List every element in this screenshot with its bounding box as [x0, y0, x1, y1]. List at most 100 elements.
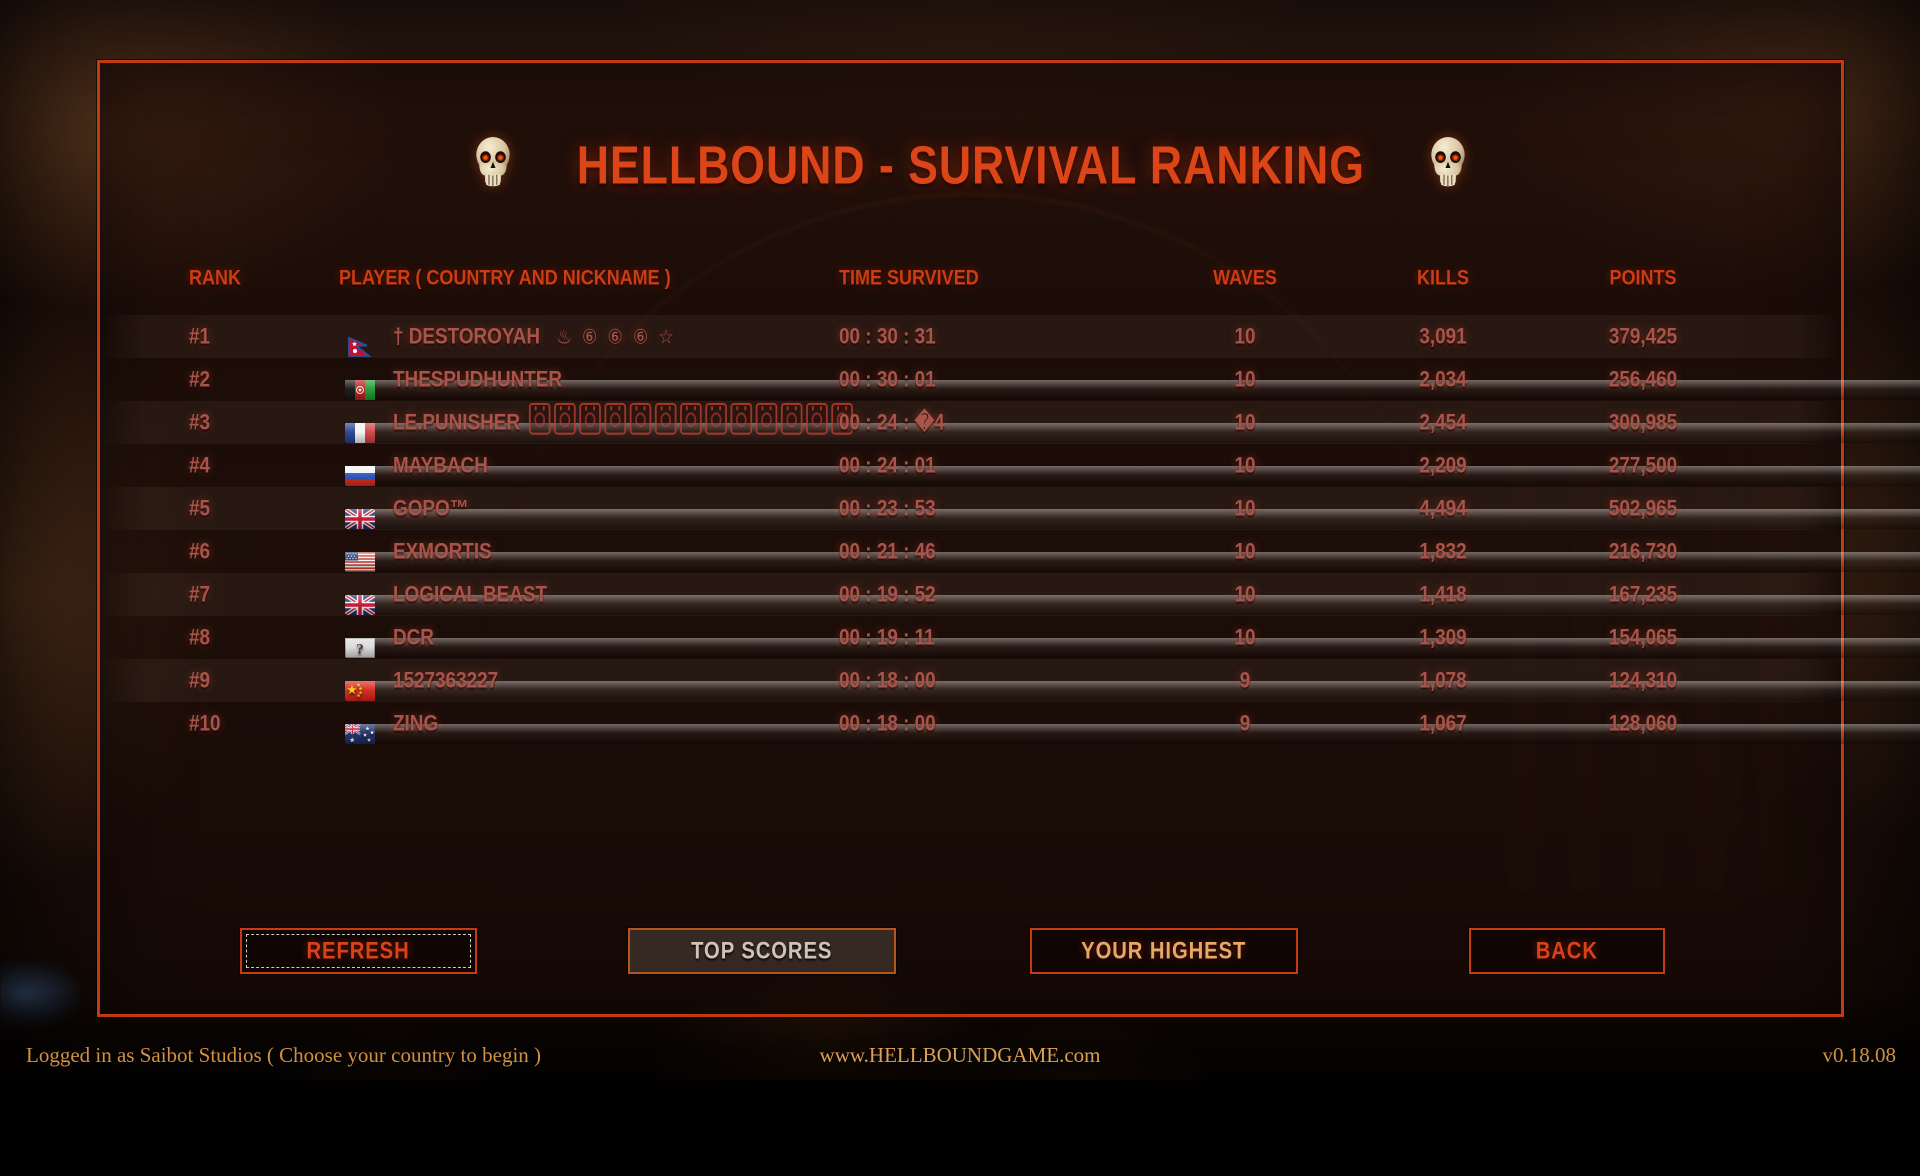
top-scores-button[interactable]: TOP SCORES	[628, 928, 896, 974]
kills-value: 2,034	[1419, 367, 1467, 392]
waves-value: 9	[1239, 711, 1251, 736]
flag-icon-afghanistan	[345, 379, 1920, 400]
points-value: 502,965	[1608, 496, 1678, 521]
player-name: LE.PUNISHER	[393, 400, 854, 446]
rank-label: #4	[189, 453, 211, 478]
header-kills: KILLS	[1416, 266, 1470, 290]
waves-value: 10	[1234, 582, 1256, 607]
flag-icon-unknown: ?	[345, 637, 1920, 658]
time-survived: 00 : 24 : �4	[839, 410, 945, 435]
waves-value: 10	[1234, 539, 1256, 564]
points-value: 256,460	[1608, 367, 1678, 392]
svg-text:?: ?	[356, 641, 364, 657]
svg-text:★: ★	[370, 730, 375, 735]
time-survived: 00 : 18 : 00	[839, 711, 936, 736]
flag-icon-australia: ★★★★★	[345, 723, 1920, 744]
flag-icon-usa	[345, 551, 1920, 572]
back-button[interactable]: BACK	[1469, 928, 1665, 974]
player-name: LOGICAL BEAST	[393, 582, 548, 607]
rank-badges: ♨ ⑥ ⑥ ⑥ ☆	[549, 326, 677, 349]
kills-value: 1,832	[1419, 539, 1467, 564]
dome-arch-decoration	[480, 193, 1461, 1176]
time-survived: 00 : 18 : 00	[839, 668, 936, 693]
ranking-row-8: #8? DCR 00 : 19 : 11 10 1,309 154,065	[100, 616, 1920, 659]
kills-value: 2,454	[1419, 410, 1467, 435]
ranking-row-5: #5 GOPO™ 00 : 23 : 53 10 4,494 502,965	[100, 487, 1920, 530]
time-survived: 00 : 24 : 01	[839, 453, 936, 478]
flag-icon-uk	[345, 594, 1920, 615]
ranking-row-9: #9 ★★★★★1527363227 00 : 18 : 00 9 1,078 124,3…	[100, 659, 1920, 702]
rank-label: #6	[189, 539, 211, 564]
waves-value: 10	[1234, 453, 1256, 478]
website-link: www.HELLBOUNDGAME.com	[819, 1043, 1101, 1067]
header-player: PLAYER ( COUNTRY AND NICKNAME )	[339, 266, 671, 290]
points-value: 277,500	[1608, 453, 1678, 478]
skull-icon	[1431, 136, 1465, 187]
skull-icon	[475, 136, 510, 187]
footer-bar: Logged in as Saibot Studios ( Choose you…	[0, 1032, 1920, 1080]
ranking-panel: HELLBOUND - SURVIVAL RANKING RANK PLAYER…	[97, 60, 1920, 1017]
player-name: THESPUDHUNTER	[393, 367, 563, 392]
waves-value: 10	[1234, 410, 1256, 435]
kills-value: 1,078	[1419, 668, 1467, 693]
player-name: EXMORTIS	[393, 539, 492, 564]
player-name: † DESTOROYAH ♨ ⑥ ⑥ ⑥ ☆	[393, 324, 677, 349]
player-name: MAYBACH	[393, 453, 488, 478]
version-label: v0.18.08	[1822, 1043, 1897, 1067]
svg-text:★: ★	[347, 684, 357, 696]
car-wreck	[0, 960, 80, 1030]
rank-label: #5	[189, 496, 211, 521]
ranking-row-6: #6 EXMORTIS 00 : 21 : 46 10 1,832 216,730	[100, 530, 1920, 573]
ranking-rows: #1 † DESTOROYAH ♨ ⑥ ⑥ ⑥ ☆ 00 : 30 : 31 10 3,…	[100, 315, 1920, 747]
title-bar: HELLBOUND - SURVIVAL RANKING	[100, 133, 1841, 195]
rank-label: #1	[189, 324, 211, 349]
svg-text:★: ★	[357, 682, 362, 687]
ranking-row-3: #3 LE.PUNISHER 00 : 24 : �4 10 2,454 300,985	[100, 400, 1920, 446]
kills-value: 1,067	[1419, 711, 1467, 736]
ranking-row-7: #7 LOGICAL BEAST 00 : 19 : 52 10 1,418 167,23…	[100, 573, 1920, 616]
player-name: ZING	[393, 711, 439, 736]
rank-label: #9	[189, 668, 211, 693]
kills-value: 1,418	[1419, 582, 1467, 607]
svg-text:★: ★	[363, 732, 368, 737]
points-value: 124,310	[1608, 668, 1678, 693]
svg-text:★: ★	[357, 693, 362, 698]
waves-value: 10	[1234, 496, 1256, 521]
time-survived: 00 : 21 : 46	[839, 539, 936, 564]
waves-value: 10	[1234, 625, 1256, 650]
rank-label: #3	[189, 410, 211, 435]
svg-text:★: ★	[350, 737, 356, 744]
svg-text:★: ★	[359, 686, 364, 691]
points-value: 379,425	[1608, 324, 1678, 349]
ranking-row-1: #1 † DESTOROYAH ♨ ⑥ ⑥ ⑥ ☆ 00 : 30 : 31 10 3,…	[100, 315, 1841, 358]
rank-label: #7	[189, 582, 211, 607]
kills-value: 2,209	[1419, 453, 1467, 478]
player-name: GOPO™	[393, 496, 469, 521]
ranking-row-4: #4 MAYBACH 00 : 24 : 01 10 2,209 277,500	[100, 444, 1920, 487]
rank-label: #2	[189, 367, 211, 392]
time-survived: 00 : 30 : 31	[839, 324, 936, 349]
player-name: 1527363227	[393, 668, 499, 693]
login-status: Logged in as Saibot Studios ( Choose you…	[26, 1043, 542, 1067]
points-value: 167,235	[1608, 582, 1678, 607]
kills-value: 1,309	[1419, 625, 1467, 650]
flag-icon-russia	[345, 465, 1920, 486]
rank-label: #8	[189, 625, 211, 650]
player-name: DCR	[393, 625, 434, 650]
header-waves: WAVES	[1213, 266, 1277, 290]
time-survived: 00 : 30 : 01	[839, 367, 936, 392]
waves-value: 10	[1234, 324, 1256, 349]
points-value: 154,065	[1608, 625, 1678, 650]
your-highest-button[interactable]: YOUR HIGHEST	[1030, 928, 1298, 974]
flag-icon-uk	[345, 508, 1920, 529]
flag-icon-china: ★★★★★	[345, 680, 1920, 701]
points-value: 216,730	[1608, 539, 1678, 564]
svg-text:★: ★	[359, 689, 364, 694]
kills-value: 4,494	[1419, 496, 1467, 521]
time-survived: 00 : 23 : 53	[839, 496, 936, 521]
points-value: 128,060	[1608, 711, 1678, 736]
refresh-button[interactable]: REFRESH	[240, 928, 477, 974]
header-time-survived: TIME SURVIVED	[839, 266, 979, 290]
page-title: HELLBOUND - SURVIVAL RANKING	[576, 133, 1365, 195]
